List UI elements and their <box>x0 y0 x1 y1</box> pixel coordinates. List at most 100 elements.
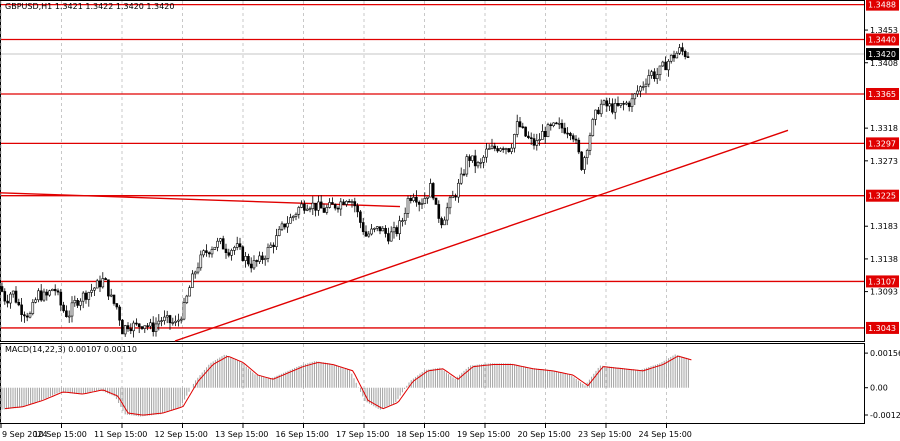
candle-body <box>202 250 205 256</box>
candle-body <box>90 289 93 293</box>
candle-body <box>557 122 561 125</box>
time-tick-label: 10 Sep 15:00 <box>34 430 87 439</box>
candle-body <box>552 122 555 127</box>
candle-body <box>39 290 43 301</box>
candle-body <box>84 292 88 300</box>
candle-body <box>210 249 214 255</box>
horizontal-levels: 1.3488 1.3440 1.3365 1.3297 1.3225 1.3107 1.30… <box>1 0 899 334</box>
candle-body <box>487 148 491 150</box>
candle-body <box>123 325 127 335</box>
level-label: 1.3440 <box>868 36 896 45</box>
candle-body <box>384 228 387 234</box>
price-tick-label: 1.3453 <box>870 26 898 35</box>
candle-body <box>350 201 354 203</box>
level-label: 1.3107 <box>868 277 896 286</box>
current-price-box <box>866 48 899 61</box>
candle-body <box>191 273 194 288</box>
candle-body <box>157 320 161 325</box>
candle-body <box>378 226 382 232</box>
candle-body <box>45 291 49 296</box>
candle-body <box>625 102 628 105</box>
candle-body <box>647 75 651 85</box>
level-label-box <box>866 321 899 334</box>
candle-body <box>683 51 687 57</box>
candle-body <box>515 121 519 135</box>
candle-body <box>409 197 413 201</box>
price-tick-label: 1.3183 <box>870 222 898 231</box>
candle-body <box>235 243 239 248</box>
candle-body <box>37 290 40 301</box>
candle-body <box>664 61 667 71</box>
candle-body <box>93 287 96 291</box>
candle-body <box>633 93 637 100</box>
candle-body <box>6 300 9 304</box>
candle-body <box>305 208 309 211</box>
candle-body <box>275 235 278 248</box>
level-label: 1.3365 <box>868 90 896 99</box>
candle-body <box>622 103 625 105</box>
price-tick-label: 1.3093 <box>870 288 898 297</box>
candle-body <box>448 197 452 209</box>
candle-body <box>297 207 301 215</box>
candle-body <box>412 197 415 201</box>
candle-body <box>303 203 306 211</box>
candle-body <box>252 260 256 269</box>
candle-body <box>420 203 424 205</box>
candle-body <box>272 244 275 248</box>
candle-body <box>182 302 186 320</box>
candle-body <box>154 323 158 332</box>
candle-body <box>25 315 29 318</box>
candle-body <box>314 202 317 211</box>
candle-body <box>185 295 189 303</box>
candle-body <box>527 135 530 138</box>
candle-body <box>14 290 18 303</box>
candle-body <box>300 203 303 208</box>
candle-body <box>616 103 620 106</box>
candle-body <box>510 147 513 152</box>
candle-body <box>543 131 547 138</box>
candle-body <box>107 279 110 297</box>
candle-body <box>188 287 191 297</box>
candle-body <box>569 133 572 136</box>
candle-body <box>277 228 281 236</box>
candle-body <box>451 195 455 199</box>
candle-body <box>48 290 51 296</box>
candle-body <box>574 138 578 141</box>
candle-body <box>28 313 32 318</box>
candle-body <box>599 103 603 115</box>
candle-body <box>205 250 208 253</box>
price-tick-label: 1.3138 <box>870 255 898 264</box>
candle-body <box>219 238 222 242</box>
candle-body <box>359 211 362 223</box>
candle-body <box>308 208 312 210</box>
candle-body <box>11 290 15 295</box>
candle-body <box>244 256 247 261</box>
candle-body <box>109 294 113 297</box>
candlesticks <box>0 42 690 338</box>
candle-body <box>681 47 684 52</box>
level-label-box <box>866 33 899 46</box>
candle-body <box>459 173 463 184</box>
candle-body <box>207 252 211 255</box>
candle-body <box>319 201 323 209</box>
candle-body <box>59 291 63 306</box>
candle-body <box>440 218 443 226</box>
candle-body <box>398 220 401 235</box>
candle-body <box>434 197 438 205</box>
candle-body <box>230 250 233 256</box>
candle-body <box>353 201 357 207</box>
candle-body <box>437 204 441 219</box>
candle-body <box>149 322 152 327</box>
candle-body <box>482 156 485 163</box>
candle-body <box>454 195 457 198</box>
candle-body <box>51 288 54 292</box>
candle-body <box>62 304 65 312</box>
candle-body <box>73 300 77 304</box>
candle-body <box>328 202 331 208</box>
candle-body <box>387 233 390 242</box>
time-tick-label: 9 Sep 2024 <box>2 430 48 439</box>
candle-body <box>233 247 236 251</box>
candle-body <box>115 303 119 308</box>
